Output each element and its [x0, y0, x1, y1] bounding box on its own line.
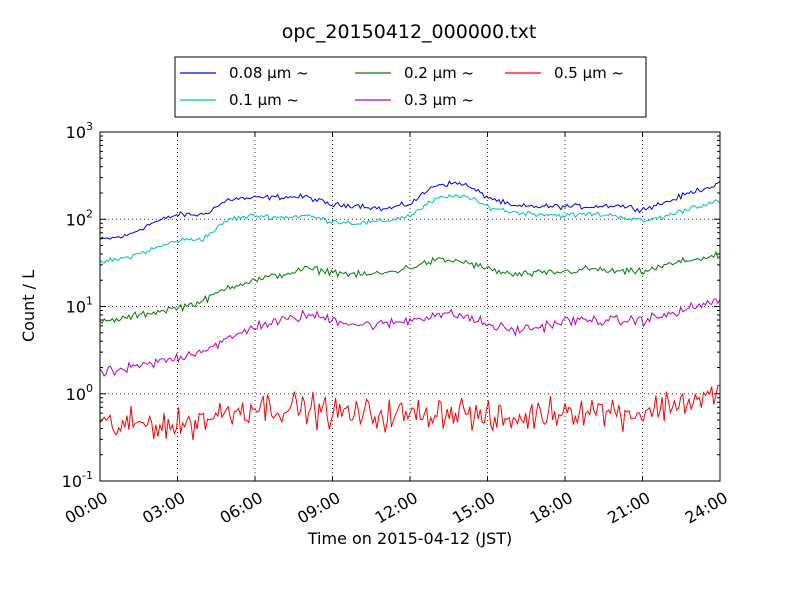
- legend: 0.08 μm ~ 0.1 μm ~ 0.2 μm ~ 0.3 μm ~ 0.5 μm …: [174, 56, 647, 118]
- series-line-5: [99, 384, 720, 441]
- legend-label-4: 0.3 μm ~: [404, 91, 474, 109]
- axis-ticks: [99, 131, 721, 482]
- legend-box: [174, 56, 647, 118]
- series-line-1: [99, 180, 721, 240]
- legend-label-3: 0.2 μm ~: [404, 64, 474, 82]
- series-line-3: [99, 250, 721, 325]
- grid-lines: [100, 132, 720, 481]
- y-axis-label: Count / L: [19, 270, 38, 342]
- y-tick-label: 100: [66, 382, 93, 404]
- legend-label-2: 0.1 μm ~: [229, 91, 299, 109]
- x-tick-label: 18:00: [527, 488, 576, 528]
- legend-label-5: 0.5 μm ~: [554, 64, 624, 82]
- y-tick-label: 101: [66, 295, 93, 317]
- x-tick-labels: 00:00 03:00 06:00 09:00 12:00 15:00 18:00 21:00…: [62, 488, 731, 528]
- series-line-4: [99, 298, 721, 377]
- y-tick-label: 10-1: [62, 469, 93, 491]
- legend-label-1: 0.08 μm ~: [229, 64, 309, 82]
- x-tick-label: 24:00: [682, 488, 731, 528]
- x-axis-label: Time on 2015-04-12 (JST): [307, 529, 512, 548]
- plot-area: [99, 180, 721, 441]
- x-tick-label: 03:00: [139, 488, 188, 528]
- x-tick-label: 06:00: [217, 488, 266, 528]
- x-tick-label: 00:00: [62, 488, 111, 528]
- x-tick-label: 12:00: [372, 488, 421, 528]
- x-tick-label: 21:00: [604, 488, 653, 528]
- y-tick-label: 103: [66, 120, 93, 142]
- y-tick-labels: 10-1 100 101 102 103: [62, 120, 93, 491]
- x-tick-label: 09:00: [294, 488, 343, 528]
- chart-title: opc_20150412_000000.txt: [282, 21, 537, 43]
- series-line-2: [99, 194, 721, 264]
- x-tick-label: 15:00: [449, 488, 498, 528]
- y-tick-label: 102: [66, 207, 93, 229]
